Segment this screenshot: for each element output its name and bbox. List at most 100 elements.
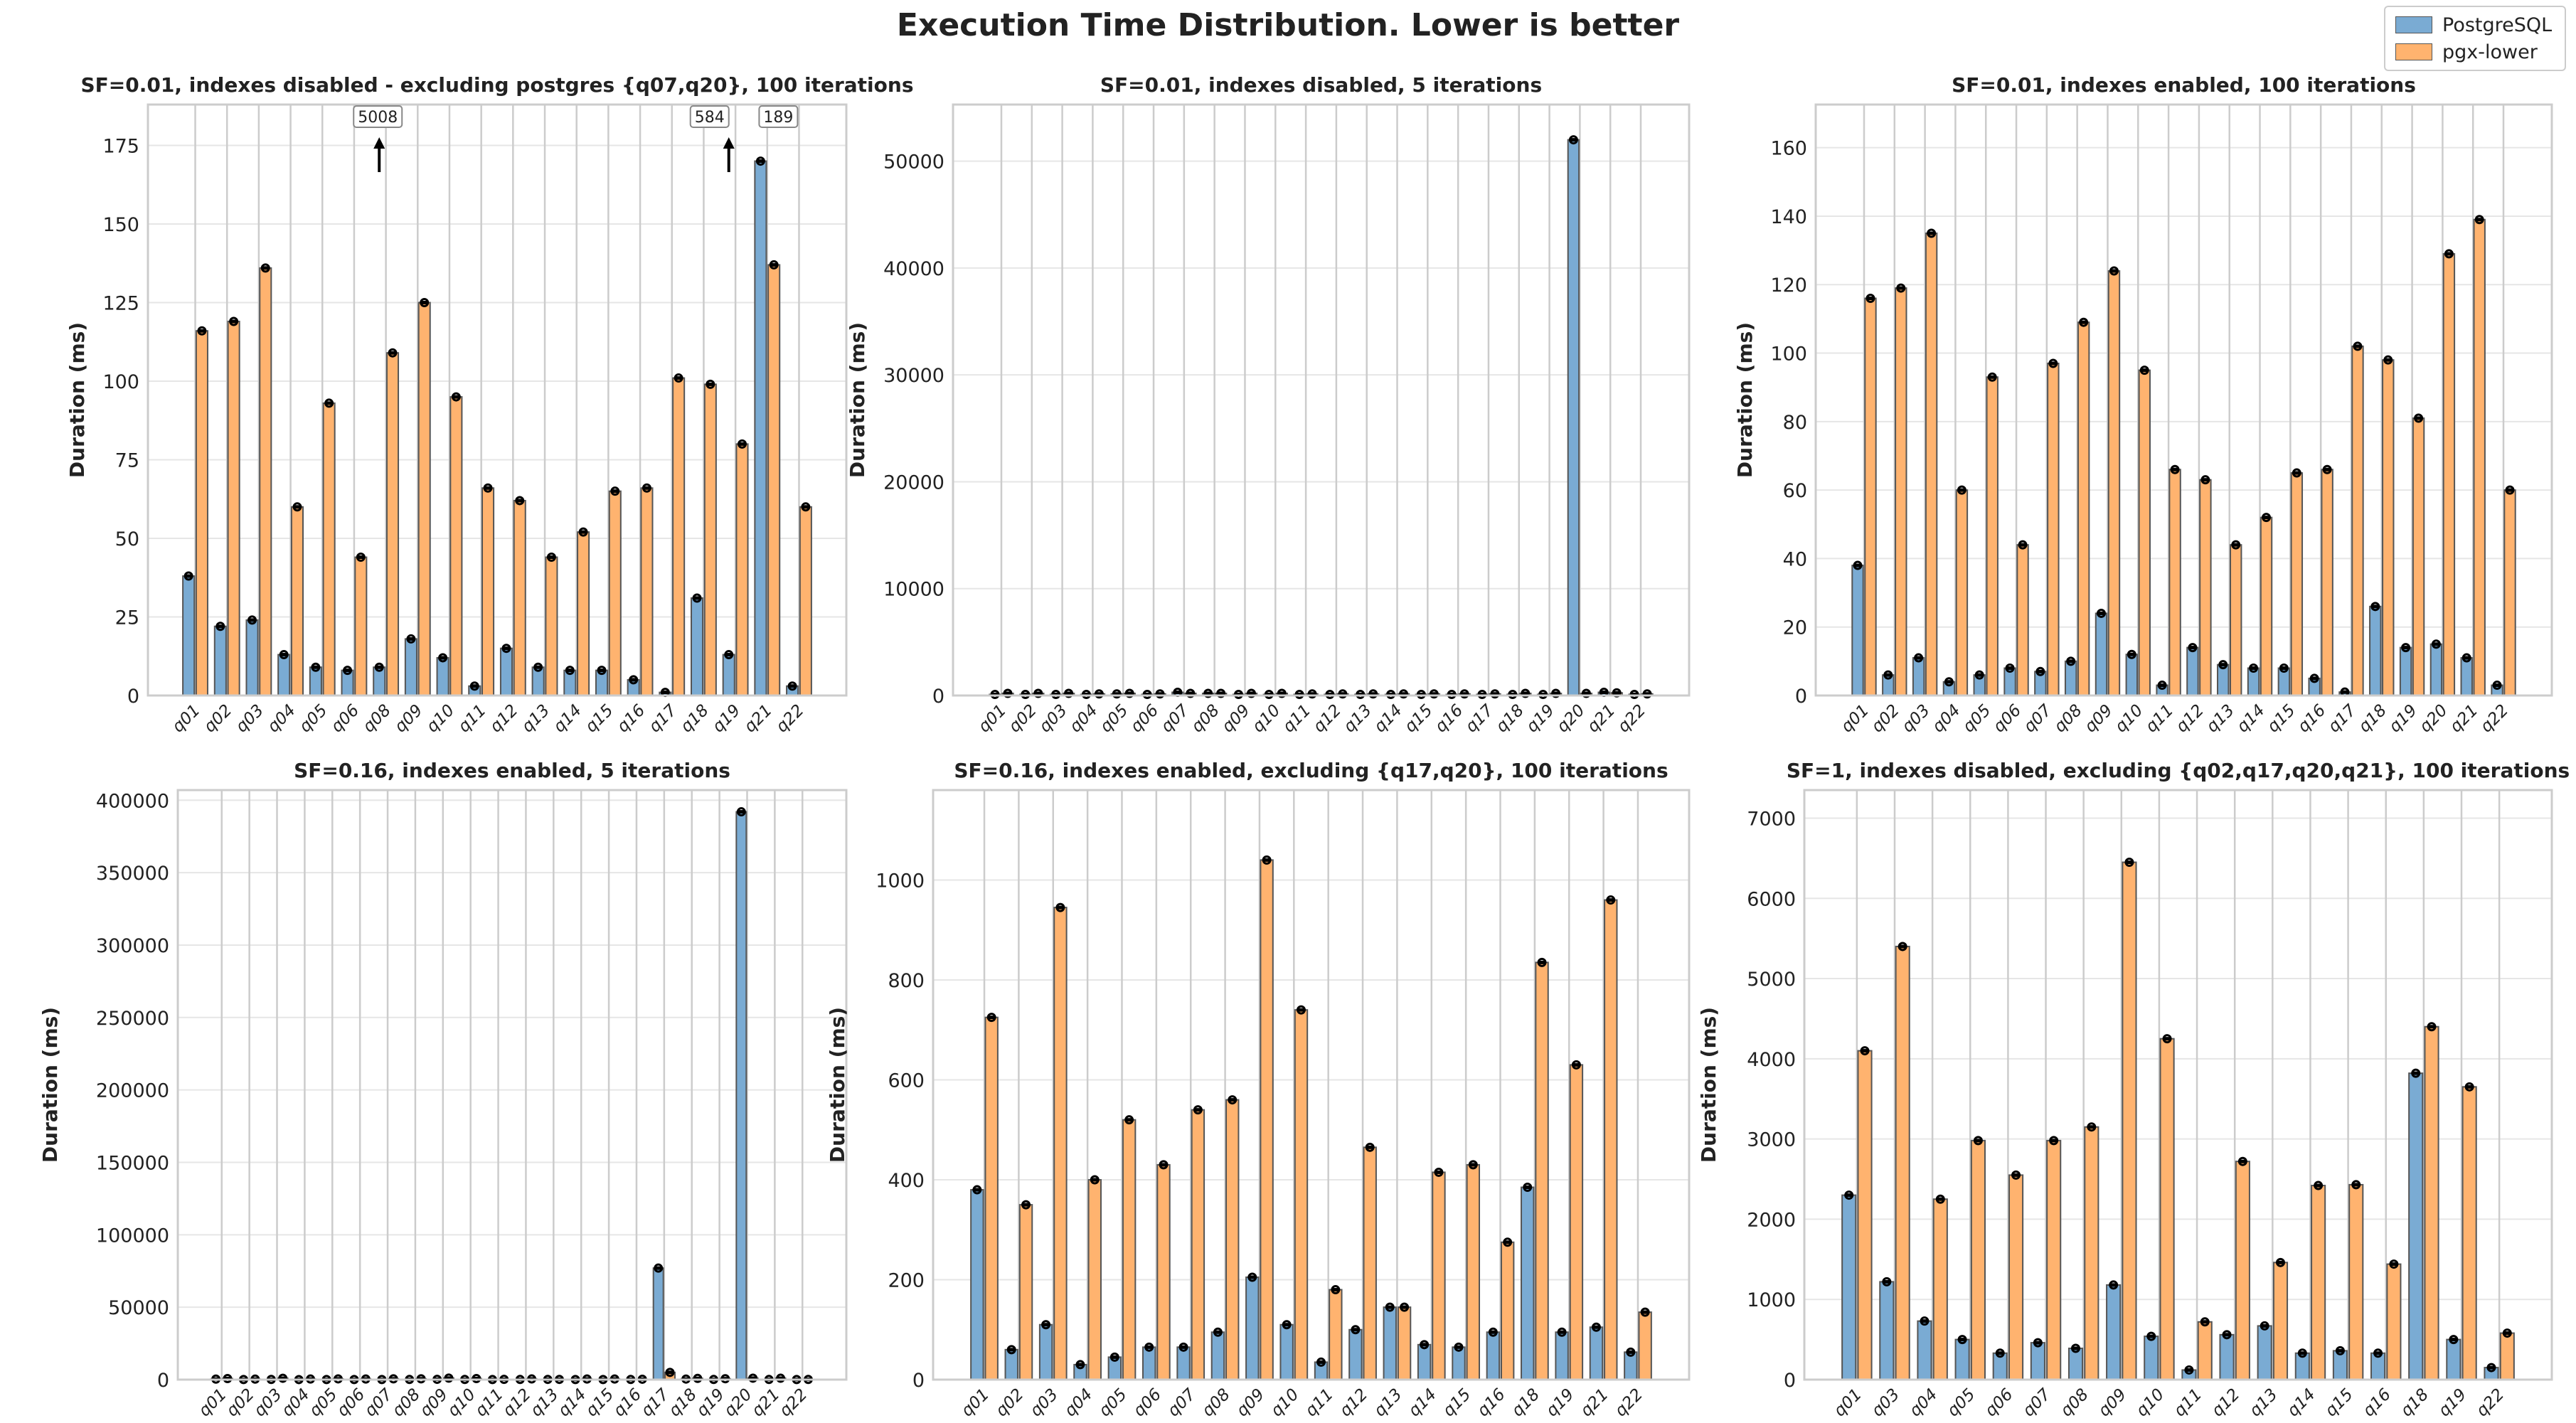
y-tick-label: 0 xyxy=(157,1370,169,1392)
y-tick-label: 0 xyxy=(932,686,944,708)
x-tick-label: q09 xyxy=(391,701,426,736)
pgx-lower-bar-q03 xyxy=(1925,233,1938,696)
pgx-lower-bar-q10 xyxy=(2138,369,2151,696)
data-point-marker xyxy=(1853,560,1863,570)
data-point-marker xyxy=(1420,1340,1430,1350)
y-tick-label: 150000 xyxy=(96,1152,169,1174)
data-point-marker xyxy=(1399,689,1409,699)
x-tick-label: q04 xyxy=(1061,1385,1096,1420)
postgresql-bar-q20 xyxy=(2429,643,2443,697)
data-point-marker xyxy=(343,666,353,676)
x-tick-label: q18 xyxy=(2397,1385,2432,1420)
data-point-marker xyxy=(2231,540,2241,550)
x-tick-label: q05 xyxy=(1095,1385,1130,1420)
postgresql-bar-q08 xyxy=(1210,1331,1225,1380)
pgx-lower-bar-q13 xyxy=(2230,544,2242,696)
y-axis-label: Duration (ms) xyxy=(38,1007,62,1163)
data-point-marker xyxy=(1112,689,1122,699)
pgx-lower-bar-q08 xyxy=(385,352,400,696)
x-tick-label: q19 xyxy=(693,1385,728,1420)
subplot-2: 01000020000300004000050000q01q02q03q04q0… xyxy=(846,73,1691,736)
pgx-lower-bar-q14 xyxy=(577,531,590,696)
postgresql-bar-q20 xyxy=(1567,139,1580,696)
y-tick-label: 0 xyxy=(1784,1370,1796,1392)
data-point-marker xyxy=(444,1373,454,1383)
data-point-marker xyxy=(2322,464,2332,474)
data-point-marker xyxy=(578,527,588,537)
data-point-marker xyxy=(2461,653,2471,663)
pgx-lower-bar-q06 xyxy=(354,556,368,696)
x-tick-label: q08 xyxy=(2050,701,2085,736)
data-point-marker xyxy=(1957,485,1966,495)
postgresql-bar-q02 xyxy=(213,625,227,696)
data-point-marker xyxy=(1041,1320,1051,1330)
postgresql-bar-q18 xyxy=(2369,605,2382,696)
x-tick-label: q16 xyxy=(2294,701,2329,736)
y-tick-label: 600 xyxy=(888,1070,925,1092)
subplot-title: SF=0.16, indexes enabled, excluding {q17… xyxy=(954,759,1668,782)
data-point-marker xyxy=(693,1373,703,1383)
data-point-marker xyxy=(501,644,511,654)
x-tick-label: q18 xyxy=(1493,701,1528,736)
data-point-marker xyxy=(197,326,207,336)
data-point-marker xyxy=(736,807,746,817)
x-tick-label: q01 xyxy=(1831,1385,1866,1420)
data-point-marker xyxy=(1075,1360,1085,1370)
data-point-marker xyxy=(2237,1156,2247,1166)
x-tick-label: q05 xyxy=(296,701,331,736)
data-point-marker xyxy=(2444,249,2454,259)
y-tick-label: 160 xyxy=(1770,138,1807,160)
pgx-lower-bar-q10 xyxy=(2159,1038,2175,1380)
data-point-marker xyxy=(2249,663,2259,673)
y-tick-label: 350000 xyxy=(96,863,169,885)
data-point-marker xyxy=(260,263,270,273)
data-point-marker xyxy=(2275,1257,2285,1267)
postgresql-bar-q10 xyxy=(1279,1323,1294,1380)
pgx-lower-bar-q16 xyxy=(640,487,654,696)
pgx-lower-bar-q04 xyxy=(1955,489,1969,696)
x-tick-label: q14 xyxy=(2284,1385,2319,1420)
x-tick-label: q20 xyxy=(1553,701,1588,736)
data-point-marker xyxy=(1064,688,1074,698)
subplot-1: 0 25 50 75 100 125 150 175 q01q02q03q04q05q06q08… xyxy=(65,73,913,736)
x-tick-label: q02 xyxy=(1006,701,1040,736)
postgresql-bar-q06 xyxy=(1141,1346,1156,1380)
postgresql-bar-q12 xyxy=(499,647,513,697)
y-tick-label: 10000 xyxy=(883,579,944,601)
x-tick-label: q03 xyxy=(250,1385,285,1420)
pgx-lower-bar-q11 xyxy=(2197,1321,2213,1381)
x-tick-label: q10 xyxy=(1249,701,1284,736)
y-tick-label: 5000 xyxy=(1747,969,1796,991)
y-tick-label: 40000 xyxy=(883,258,944,280)
data-point-marker xyxy=(248,615,257,625)
y-tick-label: 1000 xyxy=(1747,1289,1796,1311)
annotation-box xyxy=(758,105,799,128)
x-tick-label: q07 xyxy=(1164,1385,1200,1421)
pgx-lower-bar-q14 xyxy=(1432,1171,1446,1381)
data-point-marker xyxy=(654,1263,664,1273)
data-point-marker xyxy=(388,348,398,358)
subplot-title: SF=1, indexes disabled, excluding {q02,q… xyxy=(1787,759,2570,782)
data-point-marker xyxy=(1003,688,1013,698)
x-tick-label: q03 xyxy=(1027,1385,1062,1420)
y-tick-label: 125 xyxy=(102,292,139,314)
data-point-marker xyxy=(1974,670,1984,680)
y-tick-label: 50000 xyxy=(108,1297,169,1319)
data-point-marker xyxy=(2414,413,2424,423)
data-point-marker xyxy=(472,1373,481,1383)
data-point-marker xyxy=(692,593,702,603)
data-point-marker xyxy=(1307,689,1317,699)
x-tick-label: q14 xyxy=(1405,1385,1440,1420)
x-tick-label: q18 xyxy=(2356,701,2390,736)
data-point-marker xyxy=(1055,902,1065,912)
data-point-marker xyxy=(1193,1105,1203,1115)
x-tick-label: q02 xyxy=(201,701,235,736)
data-point-marker xyxy=(406,634,416,644)
x-tick-label: q22 xyxy=(1614,701,1649,736)
data-point-marker xyxy=(1935,1194,1945,1204)
arrow-head-icon xyxy=(723,137,735,149)
data-point-marker xyxy=(2005,663,2015,673)
pgx-lower-bar-q04 xyxy=(1087,1178,1102,1380)
data-point-marker xyxy=(1447,689,1457,699)
postgresql-bar-q12 xyxy=(2219,1333,2235,1381)
